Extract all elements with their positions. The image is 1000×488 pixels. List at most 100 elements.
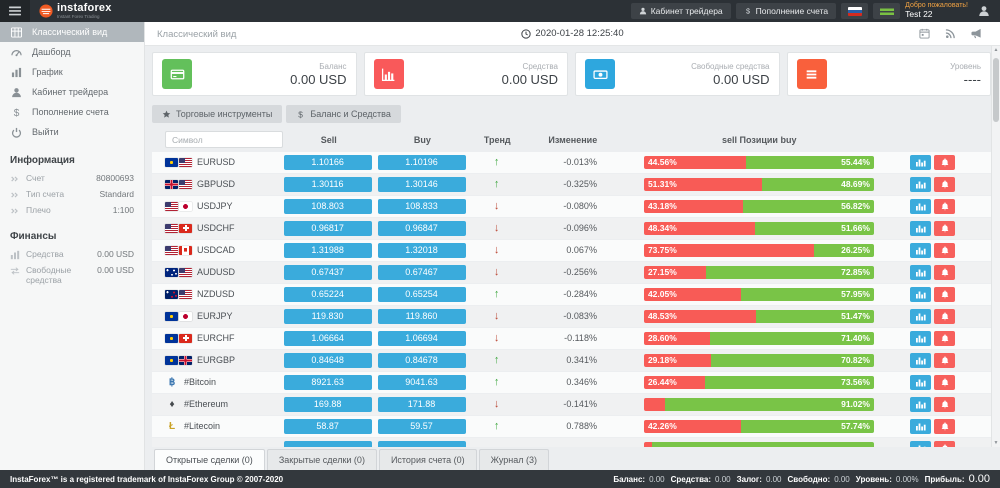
buy-price-button[interactable]: 1.10196: [377, 154, 466, 170]
scroll-up-icon[interactable]: ▲: [993, 47, 999, 53]
open-chart-button[interactable]: [910, 242, 931, 258]
svg-text:$: $: [299, 110, 304, 119]
alert-button[interactable]: [934, 220, 955, 236]
rss-icon[interactable]: [945, 28, 956, 39]
sidebar-item[interactable]: Дашборд: [0, 42, 144, 62]
tab[interactable]: Журнал (3): [478, 449, 550, 470]
alert-button[interactable]: [934, 264, 955, 280]
open-chart-button[interactable]: [910, 220, 931, 236]
open-chart-button[interactable]: [910, 176, 931, 192]
flag-russia-icon[interactable]: [841, 3, 869, 19]
buy-price-button[interactable]: 59.57: [377, 418, 466, 434]
header-button[interactable]: $ Пополнение счета: [735, 3, 837, 19]
buy-price-button[interactable]: 1.32018: [377, 242, 466, 258]
open-chart-button[interactable]: [910, 330, 931, 346]
sidebar-info-row: Средства 0.00 USD: [0, 246, 144, 262]
sell-price-button[interactable]: 58.87: [283, 418, 372, 434]
sell-price-button[interactable]: 1.06664: [283, 330, 372, 346]
scroll-down-icon[interactable]: ▼: [993, 440, 999, 446]
table-row: EURCHF 1.06664 1.06694 ↓ -0.118% 28.60% 71.40%: [152, 327, 991, 350]
sell-price-button[interactable]: 8921.63: [283, 374, 372, 390]
brand-logo[interactable]: instaforex Instant Forex Trading: [39, 2, 112, 20]
buy-price-button[interactable]: 119.860: [377, 308, 466, 324]
buy-price-button[interactable]: 1.06694: [377, 330, 466, 346]
flag-us-icon: [165, 245, 178, 255]
buy-price-button[interactable]: 9041.63: [377, 374, 466, 390]
trend-down-icon: ↓: [493, 200, 500, 212]
sell-price-button[interactable]: 108.803: [283, 198, 372, 214]
open-chart-button[interactable]: [910, 154, 931, 170]
hamburger-menu-button[interactable]: [0, 0, 30, 22]
sell-price-button[interactable]: 119.830: [283, 308, 372, 324]
open-chart-button[interactable]: [910, 264, 931, 280]
alert-button[interactable]: [934, 154, 955, 170]
buy-price-button[interactable]: [377, 440, 466, 447]
header-button[interactable]: Кабинет трейдера: [630, 3, 731, 19]
sell-price-button[interactable]: [283, 440, 372, 447]
alert-button[interactable]: [934, 418, 955, 434]
buy-price-button[interactable]: 0.67467: [377, 264, 466, 280]
sell-positions-segment: 48.53%: [643, 309, 756, 323]
symbol-search-input[interactable]: [165, 131, 283, 148]
sidebar: Классический вид Дашборд График Кабинет тре…: [0, 22, 145, 470]
sidebar-item[interactable]: Кабинет трейдера: [0, 82, 144, 102]
column-header-sell: Sell: [320, 134, 337, 145]
buy-price-button[interactable]: 0.65254: [377, 286, 466, 302]
open-chart-button[interactable]: [910, 440, 931, 447]
alert-button[interactable]: [934, 198, 955, 214]
sell-price-button[interactable]: 0.84648: [283, 352, 372, 368]
flag-ch-icon: [179, 333, 192, 343]
alert-button[interactable]: [934, 396, 955, 412]
buy-price-button[interactable]: 0.84678: [377, 352, 466, 368]
buy-price-button[interactable]: 171.88: [377, 396, 466, 412]
trend-down-icon: ↓: [493, 266, 500, 278]
sidebar-item[interactable]: Выйти: [0, 122, 144, 142]
open-chart-button[interactable]: [910, 374, 931, 390]
alert-button[interactable]: [934, 440, 955, 447]
alert-button[interactable]: [934, 374, 955, 390]
open-chart-button[interactable]: [910, 418, 931, 434]
open-chart-button[interactable]: [910, 308, 931, 324]
open-chart-button[interactable]: [910, 286, 931, 302]
calendar-icon[interactable]: [919, 28, 930, 39]
sidebar-item[interactable]: $ Пополнение счета: [0, 102, 144, 122]
tab[interactable]: Открытые сделки (0): [154, 449, 265, 470]
open-chart-button[interactable]: [910, 352, 931, 368]
server-datetime: 2020-01-28 12:25:40: [145, 28, 1000, 39]
tab[interactable]: История счета (0): [378, 449, 477, 470]
sell-price-button[interactable]: 1.31988: [283, 242, 372, 258]
sidebar-item[interactable]: Классический вид: [0, 22, 144, 42]
sell-price-button[interactable]: 169.88: [283, 396, 372, 412]
tab[interactable]: Закрытые сделки (0): [266, 449, 377, 470]
sell-price-button[interactable]: 1.10166: [283, 154, 372, 170]
sell-price-button[interactable]: 0.96817: [283, 220, 372, 236]
sidebar-item[interactable]: График: [0, 62, 144, 82]
buy-price-button[interactable]: 108.833: [377, 198, 466, 214]
open-chart-button[interactable]: [910, 198, 931, 214]
filter-button[interactable]: $ Баланс и Средства: [286, 105, 401, 123]
vertical-scrollbar[interactable]: ▲ ▼: [991, 46, 1000, 447]
alert-button[interactable]: [934, 330, 955, 346]
trend-down-icon: ↓: [493, 310, 500, 322]
symbol-name: #Ethereum: [184, 399, 229, 409]
sell-price-button[interactable]: 0.65224: [283, 286, 372, 302]
bell-icon: [940, 311, 950, 321]
megaphone-icon[interactable]: [971, 28, 982, 39]
sell-price-button[interactable]: 1.30116: [283, 176, 372, 192]
sell-price-button[interactable]: 0.67437: [283, 264, 372, 280]
scrollbar-thumb[interactable]: [993, 58, 999, 122]
buy-price-button[interactable]: 0.96847: [377, 220, 466, 236]
chevrons-icon: [10, 174, 20, 184]
alert-button[interactable]: [934, 352, 955, 368]
buy-price-button[interactable]: 1.30146: [377, 176, 466, 192]
user-avatar-icon[interactable]: [978, 5, 990, 17]
alert-button[interactable]: [934, 242, 955, 258]
alert-button[interactable]: [934, 286, 955, 302]
filter-button[interactable]: Торговые инструменты: [152, 105, 283, 123]
alert-button[interactable]: [934, 308, 955, 324]
flag-us-icon: [165, 223, 178, 233]
alert-button[interactable]: [934, 176, 955, 192]
bell-icon: [940, 223, 950, 233]
open-chart-button[interactable]: [910, 396, 931, 412]
flag-green-icon[interactable]: [873, 3, 901, 19]
